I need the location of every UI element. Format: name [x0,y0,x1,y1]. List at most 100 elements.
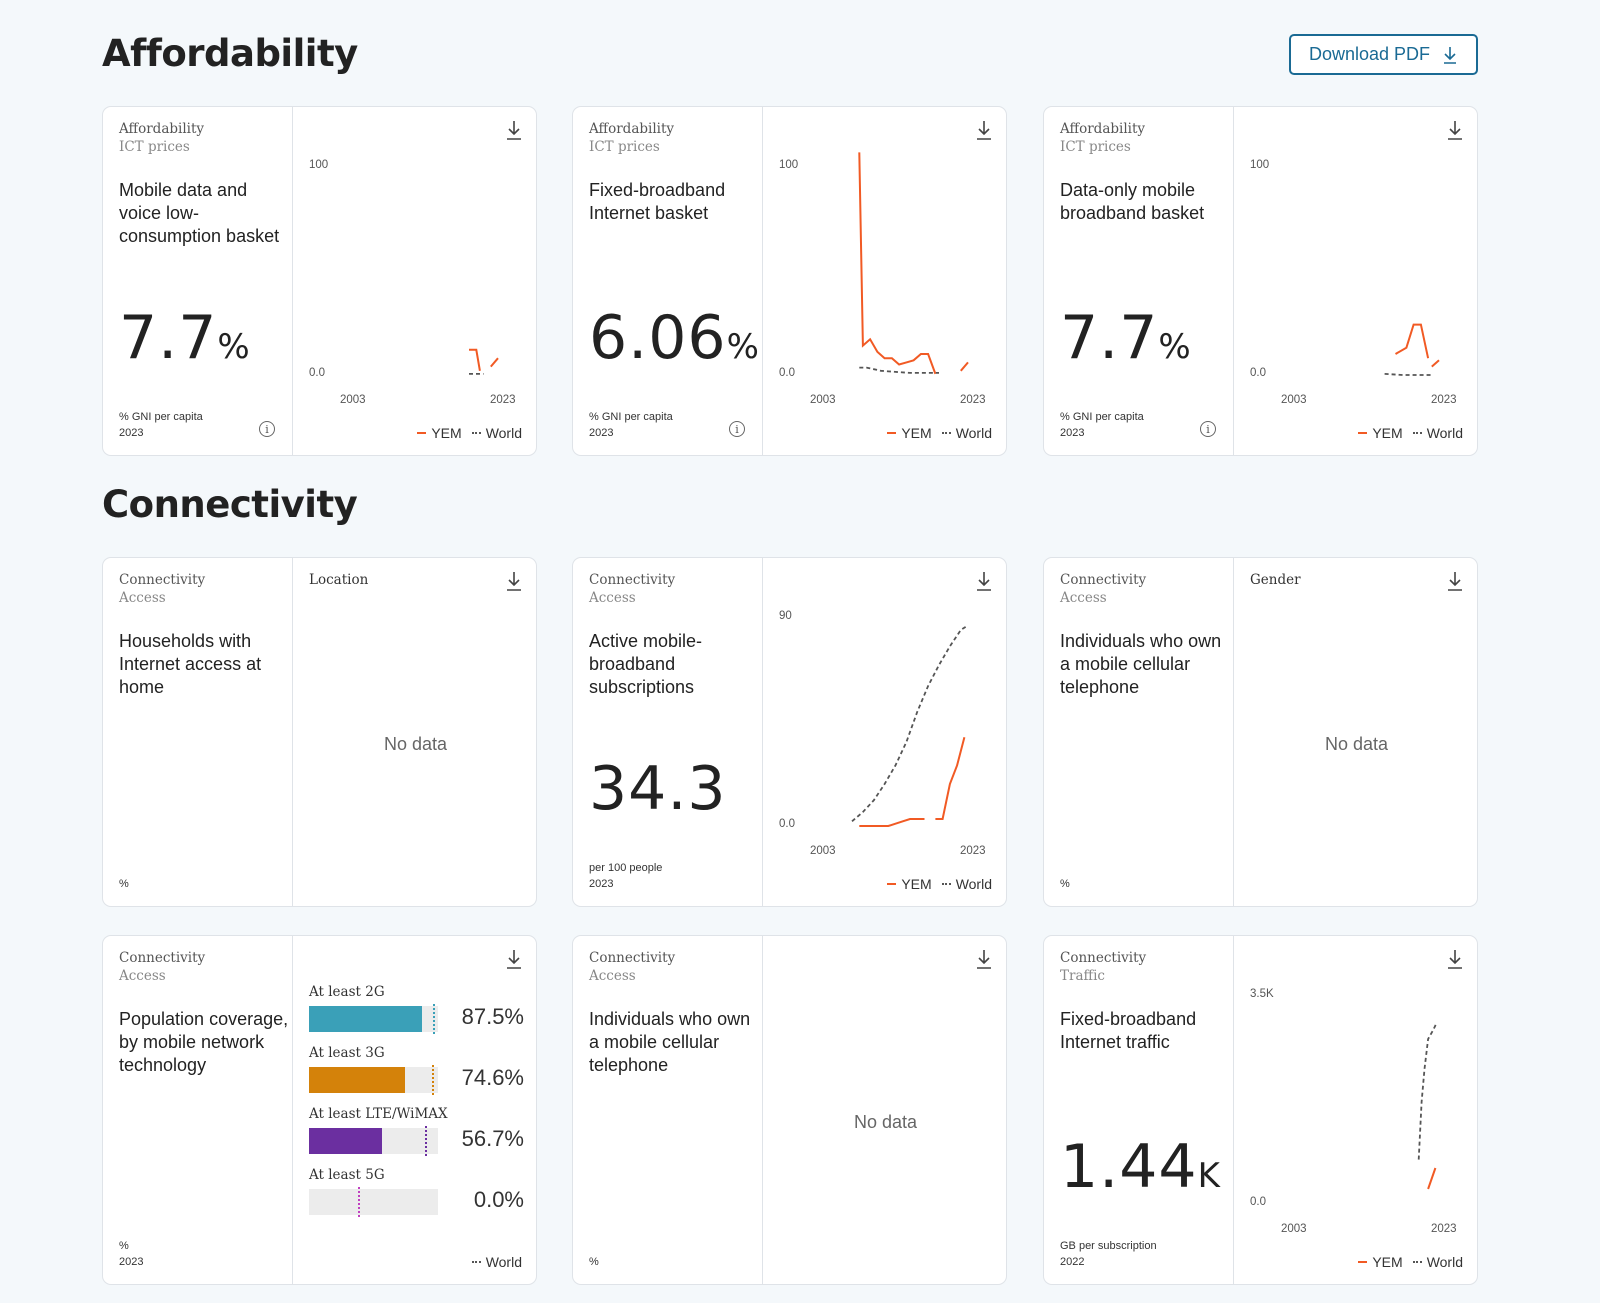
coverage-bar-fill [309,1006,422,1032]
card-summary: Connectivity Traffic Fixed-broadband Inter… [1044,936,1234,1284]
card-value-number: 7.7 [1060,303,1159,373]
series-line-world [851,624,969,822]
series-line-yem [935,737,966,820]
y-axis-max-label: 100 [1250,159,1270,171]
info-icon[interactable]: i [259,421,275,437]
legend-world-label: World [485,1254,522,1270]
x-axis-end-label: 2023 [1431,1223,1457,1235]
legend-yem: YEM [887,876,932,892]
coverage-world-marker [358,1187,360,1217]
coverage-row: At least 5G 0.0% [309,1167,524,1219]
card-unit-label: % GNI per capita [1060,411,1144,423]
card-category: Connectivity [119,950,206,966]
card-title: Active mobile-broadband subscriptions [589,631,703,697]
chart-download-icon[interactable] [504,570,524,592]
card-unit-label: % GNI per capita [589,411,673,423]
line-chart [851,624,969,827]
card-chart-panel: 3.5K 0.0 2003 2023 YEM World [1234,936,1479,1284]
card-chart-panel: 90 0.0 2003 2023 YEM World [763,558,1008,906]
chart-download-icon[interactable] [1445,119,1465,141]
y-axis-max-label: 3.5K [1250,988,1274,1000]
legend-world-label: World [955,876,992,892]
x-axis-start-label: 2003 [810,394,836,406]
card-chart-panel: No data [763,936,1008,1284]
legend-world-label: World [485,425,522,441]
indicator-card: Affordability ICT prices Fixed-broadband I… [572,106,1007,456]
indicator-card: Connectivity Access Active mobile-broadban… [572,557,1007,907]
y-axis-min-label: 0.0 [1250,367,1266,379]
card-subcategory: ICT prices [589,139,660,155]
card-year: 2023 [589,878,614,890]
y-axis-max-label: 100 [309,159,329,171]
indicator-card: Affordability ICT prices Mobile data and v… [102,106,537,456]
y-axis-min-label: 0.0 [779,818,795,830]
card-summary: Connectivity Access Individuals who own a … [1044,558,1234,906]
card-title: Mobile data and voice low-consumption ba… [119,180,280,246]
coverage-bar-track [309,1065,438,1095]
chart-filter-label[interactable]: Location [309,572,369,588]
coverage-row: At least 3G 74.6% [309,1045,524,1097]
card-subcategory: Access [119,968,166,984]
x-axis-start-label: 2003 [340,394,366,406]
card-value-unit: % [1158,327,1191,367]
download-pdf-label: Download PDF [1308,44,1431,64]
card-chart-panel: Gender No data [1234,558,1479,906]
card-subcategory: Traffic [1060,968,1105,984]
chart-filter-label[interactable]: Gender [1250,572,1301,588]
x-axis-end-label: 2023 [490,394,516,406]
chart-legend: YEM World [1358,1254,1463,1270]
chart-download-icon[interactable] [974,119,994,141]
legend-yem: YEM [1358,1254,1403,1270]
coverage-row: At least LTE/WiMAX 56.7% [309,1106,524,1158]
line-chart [1384,323,1440,376]
card-summary: Affordability ICT prices Fixed-broadband I… [573,107,763,455]
legend-world: World [471,425,522,441]
legend-world-label: World [1426,1254,1463,1270]
download-pdf-button[interactable]: Download PDF [1289,34,1478,75]
line-chart [858,152,969,375]
chart-download-icon[interactable] [504,948,524,970]
card-title: Individuals who own a mobile cellular te… [589,1009,751,1075]
card-subcategory: Access [1060,590,1107,606]
chart-legend: World [471,1254,522,1270]
indicator-card: Connectivity Traffic Fixed-broadband Inter… [1043,935,1478,1285]
y-axis-min-label: 0.0 [779,367,795,379]
chart-download-icon[interactable] [1445,570,1465,592]
card-summary: Connectivity Access Households with Intern… [103,558,293,906]
info-icon[interactable]: i [1200,421,1216,437]
x-axis-end-label: 2023 [960,394,986,406]
line-chart [469,348,499,375]
card-summary: Connectivity Access Population coverage, b… [103,936,293,1284]
chart-download-icon[interactable] [1445,948,1465,970]
card-value-number: 6.06 [589,303,727,373]
info-icon[interactable]: i [729,421,745,437]
indicator-card: Affordability ICT prices Data-only mobile … [1043,106,1478,456]
chart-download-icon[interactable] [974,948,994,970]
legend-world: World [1412,1254,1463,1270]
coverage-bar-track [309,1004,438,1034]
card-value-unit: % [726,327,759,367]
card-chart-panel: 100 0.0 2003 2023 YEM World [1234,107,1479,455]
series-line-yem [490,357,499,368]
card-summary: Connectivity Access Individuals who own a … [573,936,763,1284]
y-axis-min-label: 0.0 [309,367,325,379]
card-category: Affordability [589,121,675,137]
card-category: Affordability [119,121,205,137]
legend-world: World [941,876,992,892]
chart-legend: YEM World [417,425,522,441]
series-line-yem [1394,323,1430,359]
coverage-tech-name: At least 3G [309,1045,385,1061]
legend-world-label: World [1426,425,1463,441]
card-unit-label: % [589,1256,599,1268]
chart-legend: YEM World [887,876,992,892]
card-title: Individuals who own a mobile cellular te… [1060,631,1222,697]
chart-download-icon[interactable] [974,570,994,592]
card-value: 7.7% [1060,303,1191,373]
x-axis-start-label: 2003 [810,845,836,857]
card-summary: Affordability ICT prices Mobile data and v… [103,107,293,455]
no-data-message: No data [1324,734,1389,754]
card-year: 2023 [119,1256,144,1268]
card-unit-label: % [119,878,129,890]
chart-download-icon[interactable] [504,119,524,141]
legend-world: World [941,425,992,441]
